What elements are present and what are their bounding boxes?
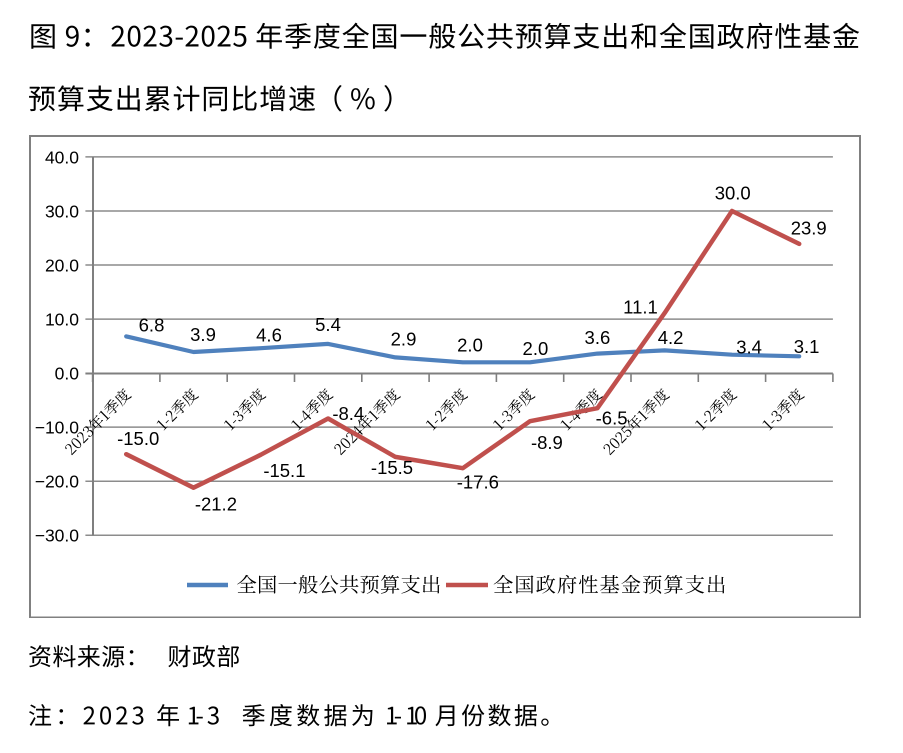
svg-text:2.0: 2.0: [457, 334, 483, 355]
svg-text:23.9: 23.9: [791, 217, 827, 238]
svg-text:-15.0: -15.0: [117, 428, 159, 449]
svg-text:30.0: 30.0: [45, 201, 79, 221]
svg-text:4.2: 4.2: [658, 327, 684, 348]
svg-text:2.9: 2.9: [391, 328, 417, 349]
svg-text:3.6: 3.6: [585, 326, 611, 347]
svg-text:5.4: 5.4: [315, 313, 341, 334]
svg-text:-15.5: -15.5: [371, 457, 413, 478]
svg-text:-15.1: -15.1: [263, 460, 305, 481]
svg-text:−30.0: −30.0: [35, 525, 80, 545]
svg-text:3.1: 3.1: [794, 335, 820, 356]
svg-text:−20.0: −20.0: [35, 471, 80, 491]
svg-text:-8.4: -8.4: [332, 403, 364, 424]
svg-text:11.1: 11.1: [623, 296, 658, 317]
svg-text:-21.2: -21.2: [195, 493, 237, 514]
svg-text:-8.9: -8.9: [531, 432, 563, 453]
svg-text:6.8: 6.8: [139, 314, 165, 335]
svg-text:30.0: 30.0: [715, 182, 751, 203]
svg-text:-6.5: -6.5: [596, 407, 628, 428]
svg-text:3.9: 3.9: [190, 324, 216, 345]
svg-text:20.0: 20.0: [45, 255, 79, 275]
svg-text:−10.0: −10.0: [35, 417, 80, 437]
svg-text:40.0: 40.0: [45, 147, 79, 167]
svg-text:4.6: 4.6: [256, 324, 282, 345]
svg-text:10.0: 10.0: [45, 309, 79, 329]
svg-text:3.4: 3.4: [736, 336, 762, 357]
svg-text:0.0: 0.0: [55, 363, 80, 383]
svg-text:-17.6: -17.6: [457, 471, 499, 492]
svg-text:2.0: 2.0: [523, 337, 549, 358]
